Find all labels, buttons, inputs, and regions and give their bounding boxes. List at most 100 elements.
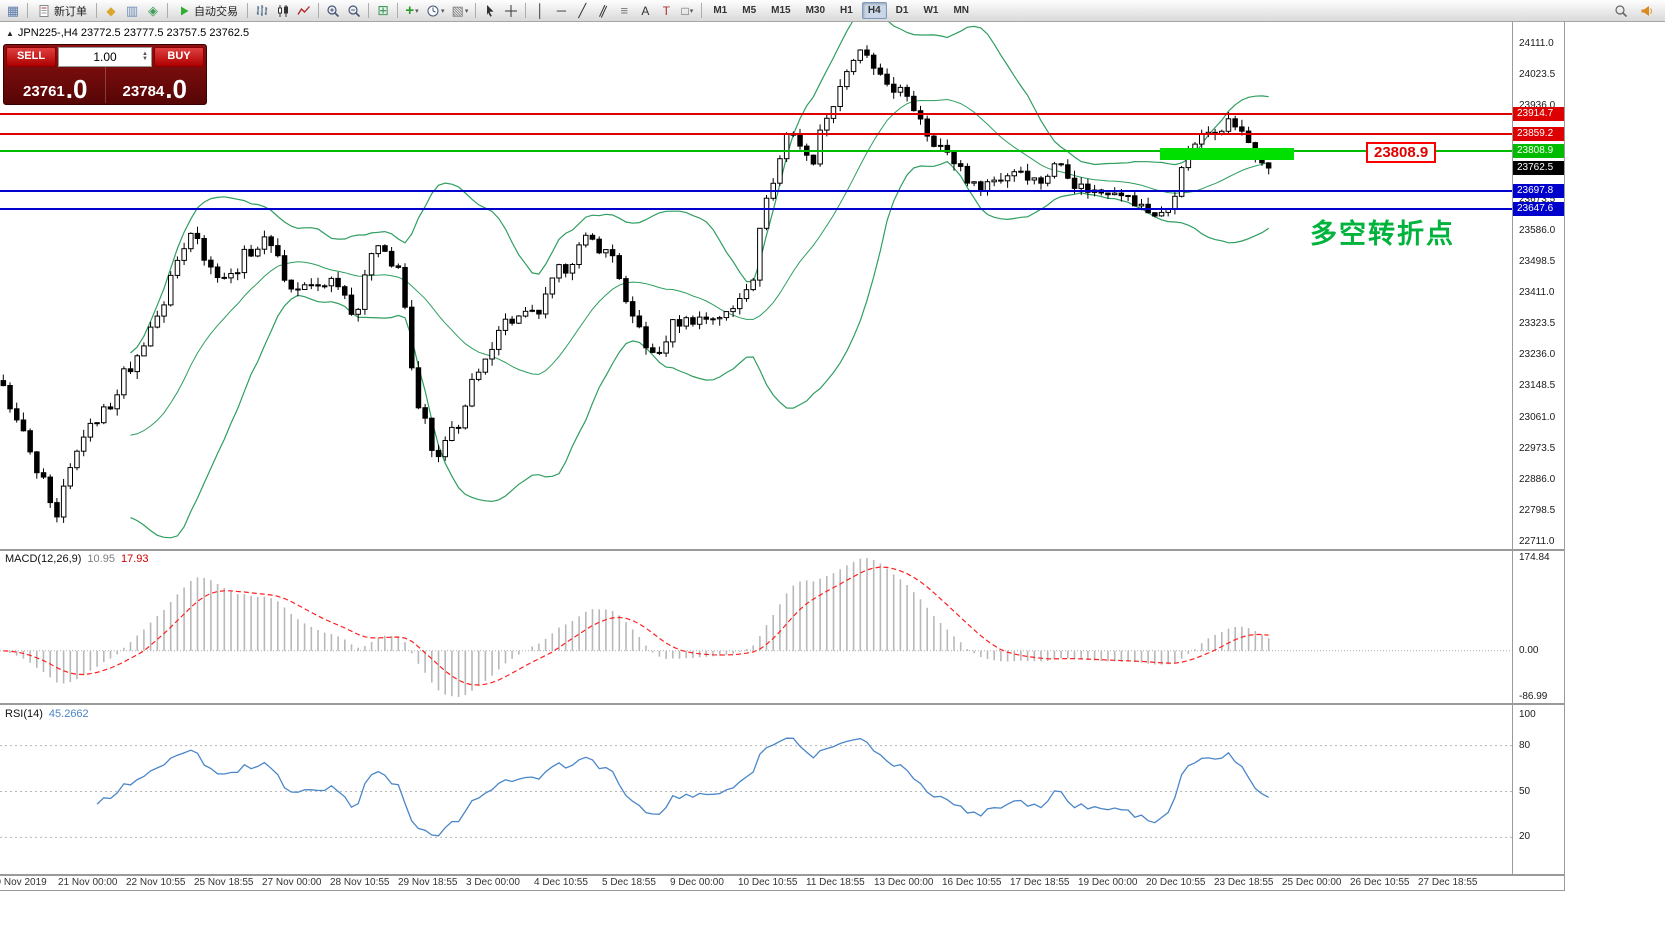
tile-windows-icon[interactable]: ⊞ <box>373 1 393 21</box>
dropdown-caret-icon[interactable]: ▾ <box>415 7 419 15</box>
horizontal-level-line[interactable] <box>0 133 1512 135</box>
time-axis-separator <box>0 874 1565 876</box>
time-axis-label: 26 Dec 10:55 <box>1350 877 1410 888</box>
timeframe-w1[interactable]: W1 <box>923 5 939 16</box>
bar-chart-icon[interactable] <box>252 1 272 21</box>
macd-splitter[interactable] <box>0 549 1565 551</box>
price-level-tag: 23859.2 <box>1513 127 1564 141</box>
rsi-splitter[interactable] <box>0 703 1565 705</box>
timeframe-h1[interactable]: H1 <box>840 5 853 16</box>
price-axis-separator <box>1512 22 1513 875</box>
one-click-trading: SELL 1.00 ▲ ▼ BUY 23761 .0 23784 .0 <box>3 44 207 105</box>
market-watch-icon: ◆ <box>106 3 116 18</box>
toolbar-separator <box>96 3 97 18</box>
indicators-icon[interactable]: + ▾ <box>402 1 422 21</box>
periods-icon[interactable]: ▾ <box>423 1 448 21</box>
buy-price[interactable]: 23784 .0 <box>104 67 205 103</box>
chart-window: 23914.7 23859.2 23808.9 23697.8 23647.6 23762… <box>0 22 1565 891</box>
macd-panel[interactable] <box>0 550 1512 705</box>
channel-icon[interactable]: ∥ <box>593 1 613 21</box>
new-order-icon <box>37 4 51 18</box>
time-axis-label: 23 Dec 18:55 <box>1214 877 1274 888</box>
horizontal-line-icon: ─ <box>556 3 566 18</box>
macd-axis-label: 174.84 <box>1519 552 1550 563</box>
label-icon: T <box>662 3 670 18</box>
templates-icon[interactable]: ▧ ▾ <box>449 1 472 21</box>
price-axis-label: 23411.0 <box>1519 287 1555 298</box>
one-click-toggle[interactable]: ▲ <box>6 28 14 38</box>
price-axis-label: 23586.0 <box>1519 225 1556 236</box>
time-axis-label: 17 Dec 18:55 <box>1010 877 1070 888</box>
time-axis-label: 10 Dec 10:55 <box>738 877 798 888</box>
text-icon: A <box>641 3 650 18</box>
megaphone-icon <box>1640 4 1654 18</box>
autotrading-button[interactable]: 自动交易 <box>172 1 243 21</box>
rsi-panel[interactable] <box>0 705 1512 875</box>
label-icon[interactable]: T <box>656 1 676 21</box>
volume-spinner[interactable]: ▲ ▼ <box>142 51 148 62</box>
megaphone-icon[interactable] <box>1637 1 1657 21</box>
market-watch-icon[interactable]: ◆ <box>101 1 121 21</box>
price-axis-label: 23498.5 <box>1519 256 1556 267</box>
toolbar-separator <box>368 3 369 18</box>
sell-price[interactable]: 23761 .0 <box>23 73 88 104</box>
annotation-text[interactable]: 多空转折点 <box>1310 219 1455 249</box>
price-level-tag: 23647.6 <box>1513 202 1564 216</box>
data-window-icon[interactable]: ▥ <box>122 1 142 21</box>
timeframe-h4[interactable]: H4 <box>861 2 887 19</box>
line-chart-icon[interactable] <box>294 1 314 21</box>
timeframe-m5[interactable]: M5 <box>742 5 757 16</box>
horizontal-level-line[interactable] <box>0 208 1512 210</box>
time-axis-label: 3 Dec 00:00 <box>466 877 520 888</box>
time-axis-label: 20 Dec 10:55 <box>1146 877 1206 888</box>
toolbar-right-icons <box>1611 1 1657 21</box>
sell-button[interactable]: SELL <box>6 47 56 67</box>
zoom-out-icon[interactable] <box>344 1 364 21</box>
shapes-icon[interactable]: □ ▾ <box>677 1 697 21</box>
dropdown-caret-icon[interactable]: ▾ <box>689 7 694 15</box>
chart-window-icon[interactable]: ▦ <box>3 1 23 21</box>
vertical-line-icon[interactable]: │ <box>530 1 550 21</box>
timeframe-mn[interactable]: MN <box>953 5 969 16</box>
horizontal-level-line[interactable] <box>0 113 1512 115</box>
toolbar-separator <box>525 3 527 18</box>
buy-button[interactable]: BUY <box>154 47 204 67</box>
vertical-line-icon: │ <box>536 3 545 18</box>
main-chart-panel[interactable] <box>0 22 1512 550</box>
highlight-zone[interactable] <box>1160 148 1294 160</box>
fibonacci-icon: ≡ <box>620 3 629 18</box>
fibonacci-icon[interactable]: ≡ <box>614 1 634 21</box>
price-axis-label: 22886.0 <box>1519 474 1556 485</box>
main-toolbar: ▦ 新订单 ◆ ▥ ◈ 自动交易 ⊞ + ▾ ▾ ▧ ▾ │ ─ ╱ ∥ ≡ A T □ ▾ M1 M5 M15 M30 H1 H4… <box>0 0 1665 22</box>
price-axis-label: 23673.5 <box>1519 194 1556 205</box>
horizontal-line-icon[interactable]: ─ <box>551 1 571 21</box>
toolbar-separator <box>247 3 248 18</box>
templates-icon: ▧ <box>451 2 464 18</box>
timeframe-m30[interactable]: M30 <box>805 5 826 16</box>
horizontal-level-line[interactable] <box>0 190 1512 192</box>
timeframe-m1[interactable]: M1 <box>713 5 728 16</box>
price-axis-label: 22973.5 <box>1519 443 1556 454</box>
price-level-tag: 23914.7 <box>1513 107 1564 121</box>
dropdown-caret-icon[interactable]: ▾ <box>441 7 445 15</box>
crosshair-icon[interactable] <box>501 1 521 21</box>
cursor-icon[interactable] <box>480 1 500 21</box>
text-icon[interactable]: A <box>635 1 655 21</box>
navigator-icon[interactable]: ◈ <box>143 1 163 21</box>
price-axis-label: 24111.0 <box>1519 38 1554 49</box>
price-callout[interactable]: 23808.9 <box>1366 142 1437 163</box>
timeframe-m15[interactable]: M15 <box>771 5 791 16</box>
trendline-icon[interactable]: ╱ <box>572 1 592 21</box>
search-icon[interactable] <box>1611 1 1631 21</box>
tile-windows-icon: ⊞ <box>377 2 389 18</box>
volume-input[interactable]: 1.00 ▲ ▼ <box>58 47 152 67</box>
rsi-axis-label: 80 <box>1519 740 1531 751</box>
zoom-in-icon[interactable] <box>323 1 343 21</box>
candlestick-icon <box>276 4 290 18</box>
new-order-button[interactable]: 新订单 <box>32 1 92 21</box>
horizontal-level-line[interactable] <box>0 150 1512 152</box>
candlestick-icon[interactable] <box>273 1 293 21</box>
window-right-border <box>1564 22 1565 891</box>
timeframe-d1[interactable]: D1 <box>895 5 909 16</box>
dropdown-caret-icon[interactable]: ▾ <box>464 7 469 15</box>
